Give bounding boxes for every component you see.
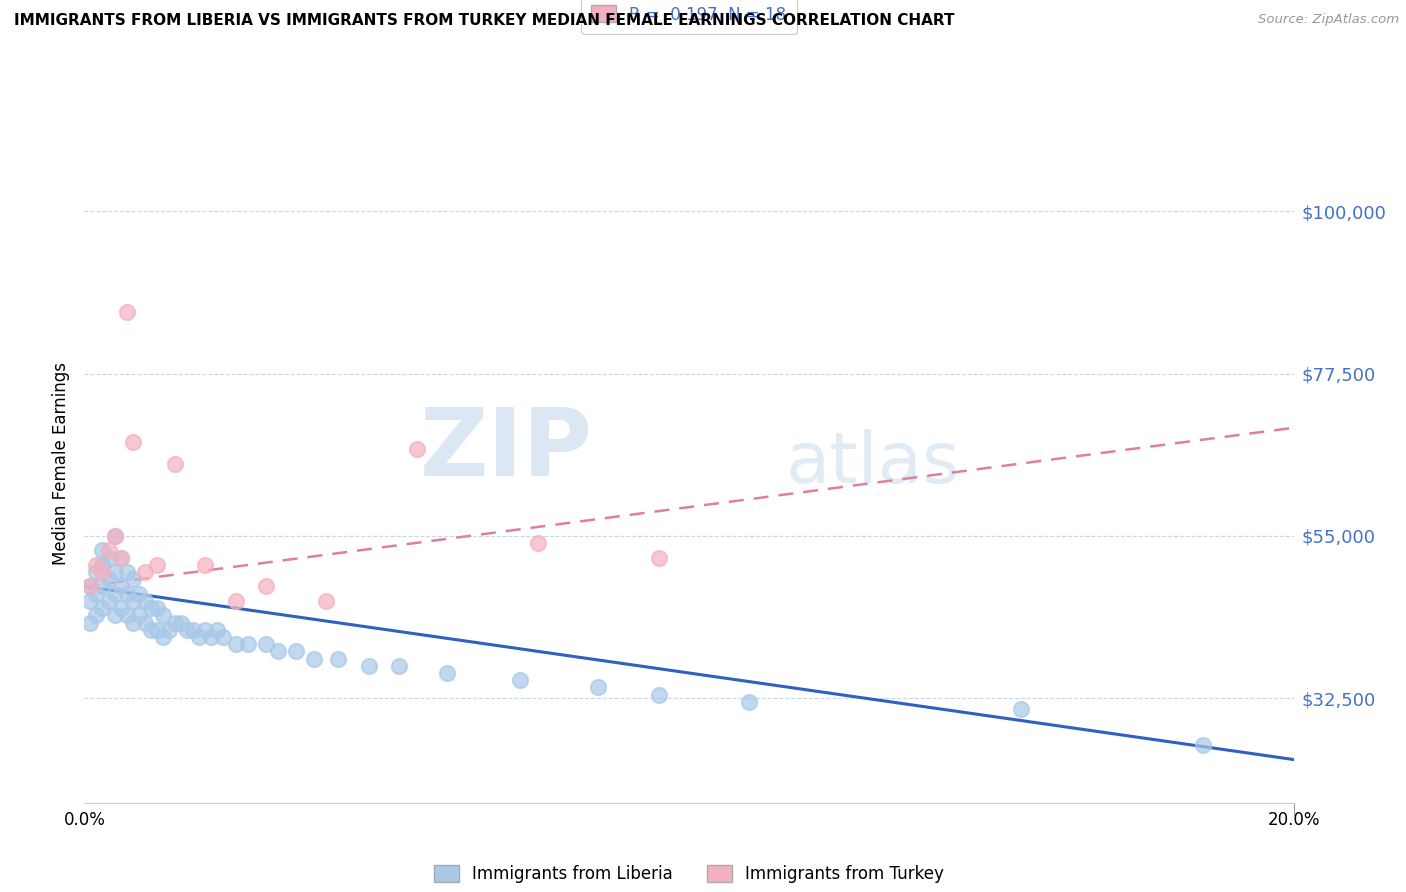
Point [328, 651, 350, 665]
Point [163, 457, 186, 471]
Point [170, 615, 193, 630]
Text: atlas: atlas [786, 429, 960, 499]
Point [139, 601, 162, 615]
Point [146, 623, 169, 637]
Point [91, 579, 114, 593]
Point [121, 435, 143, 450]
Point [146, 601, 169, 615]
Point [152, 630, 174, 644]
Point [139, 623, 162, 637]
Point [134, 565, 156, 579]
Point [104, 587, 127, 601]
Point [110, 550, 132, 565]
Point [254, 579, 277, 593]
Point [406, 442, 429, 457]
Point [91, 543, 114, 558]
Point [647, 550, 671, 565]
Point [200, 630, 222, 644]
Point [194, 558, 217, 572]
Y-axis label: Median Female Earnings: Median Female Earnings [52, 362, 70, 566]
Point [115, 608, 138, 623]
Point [388, 658, 411, 673]
Point [121, 615, 143, 630]
Point [121, 594, 143, 608]
Point [738, 695, 761, 709]
Point [647, 688, 671, 702]
Text: IMMIGRANTS FROM LIBERIA VS IMMIGRANTS FROM TURKEY MEDIAN FEMALE EARNINGS CORRELA: IMMIGRANTS FROM LIBERIA VS IMMIGRANTS FR… [14, 13, 955, 29]
Point [104, 608, 127, 623]
Point [79, 579, 101, 593]
Point [176, 623, 198, 637]
Point [236, 637, 259, 651]
Text: ZIP: ZIP [419, 404, 592, 496]
Point [115, 305, 138, 319]
Point [194, 623, 217, 637]
Point [91, 565, 114, 579]
Point [79, 594, 101, 608]
Point [86, 558, 108, 572]
Point [436, 665, 458, 680]
Point [121, 572, 143, 586]
Text: Source: ZipAtlas.com: Source: ZipAtlas.com [1258, 13, 1399, 27]
Point [91, 558, 114, 572]
Point [267, 644, 290, 658]
Point [302, 651, 325, 665]
Point [1191, 738, 1213, 752]
Point [146, 558, 169, 572]
Point [79, 615, 101, 630]
Point [110, 550, 132, 565]
Point [128, 587, 150, 601]
Point [134, 594, 156, 608]
Point [104, 529, 127, 543]
Point [134, 615, 156, 630]
Point [115, 587, 138, 601]
Point [225, 594, 247, 608]
Point [86, 565, 108, 579]
Point [181, 623, 204, 637]
Point [104, 529, 127, 543]
Point [97, 572, 120, 586]
Point [115, 565, 138, 579]
Point [97, 543, 120, 558]
Point [588, 681, 610, 695]
Point [357, 658, 380, 673]
Point [315, 594, 337, 608]
Point [254, 637, 277, 651]
Point [212, 630, 235, 644]
Point [86, 587, 108, 601]
Point [128, 608, 150, 623]
Point [188, 630, 211, 644]
Point [110, 579, 132, 593]
Point [86, 608, 108, 623]
Point [526, 536, 548, 550]
Point [1010, 702, 1032, 716]
Point [284, 644, 308, 658]
Point [104, 565, 127, 579]
Point [509, 673, 531, 688]
Point [157, 623, 180, 637]
Point [225, 637, 247, 651]
Point [110, 601, 132, 615]
Point [79, 579, 101, 593]
Point [207, 623, 229, 637]
Point [97, 550, 120, 565]
Legend: Immigrants from Liberia, Immigrants from Turkey: Immigrants from Liberia, Immigrants from… [427, 858, 950, 889]
Point [97, 594, 120, 608]
Point [91, 601, 114, 615]
Point [163, 615, 186, 630]
Point [152, 608, 174, 623]
